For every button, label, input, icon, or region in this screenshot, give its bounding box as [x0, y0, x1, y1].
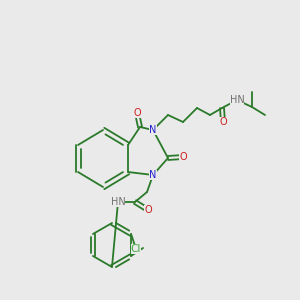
Text: O: O [179, 152, 187, 162]
Text: O: O [219, 117, 227, 127]
Text: O: O [133, 108, 141, 118]
Text: HN: HN [230, 95, 244, 105]
Text: O: O [144, 205, 152, 215]
Text: N: N [149, 170, 157, 180]
Text: Cl: Cl [131, 244, 141, 254]
Text: HN: HN [111, 197, 125, 207]
Text: N: N [149, 125, 157, 135]
